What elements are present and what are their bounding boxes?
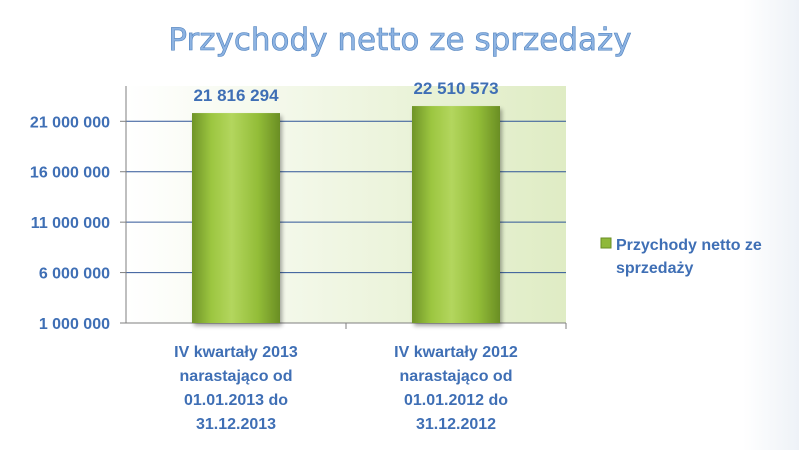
bars [192, 106, 500, 323]
category-label-line: narastająco od [400, 368, 513, 385]
category-label-line: 31.12.2012 [416, 416, 496, 433]
legend-swatch [600, 237, 612, 249]
legend: Przychody netto ze sprzedaży [600, 237, 762, 277]
category-label-line: 31.12.2013 [196, 416, 276, 433]
bar [412, 106, 500, 323]
y-tick-label: 1 000 000 [39, 316, 110, 333]
legend-label-line-2: sprzedaży [616, 260, 693, 277]
x-axis-category-labels: IV kwartały 2013 narastająco od 01.01.2013… [174, 344, 518, 433]
legend-label-line-1: Przychody netto ze [616, 237, 762, 254]
y-tick-label: 6 000 000 [39, 266, 110, 283]
category-label-line: IV kwartały 2012 [394, 344, 518, 361]
data-labels: 21 816 294 22 510 573 [193, 79, 498, 105]
data-label: 21 816 294 [193, 86, 279, 105]
y-tick-label: 11 000 000 [31, 215, 110, 232]
y-tick-label: 16 000 000 [30, 165, 110, 182]
category-label-line: 01.01.2013 do [184, 392, 288, 409]
bar [192, 113, 280, 323]
data-label: 22 510 573 [413, 79, 498, 98]
category-label-line: 01.01.2012 do [404, 392, 508, 409]
category-label-line: IV kwartały 2013 [174, 344, 298, 361]
category-label-line: narastająco od [180, 368, 293, 385]
y-axis-tick-labels: 1 000 000 6 000 000 11 000 000 16 000 000 21… [30, 114, 110, 333]
chart-title: Przychody netto ze sprzedaży [168, 22, 631, 58]
y-tick-label: 21 000 000 [30, 114, 110, 131]
